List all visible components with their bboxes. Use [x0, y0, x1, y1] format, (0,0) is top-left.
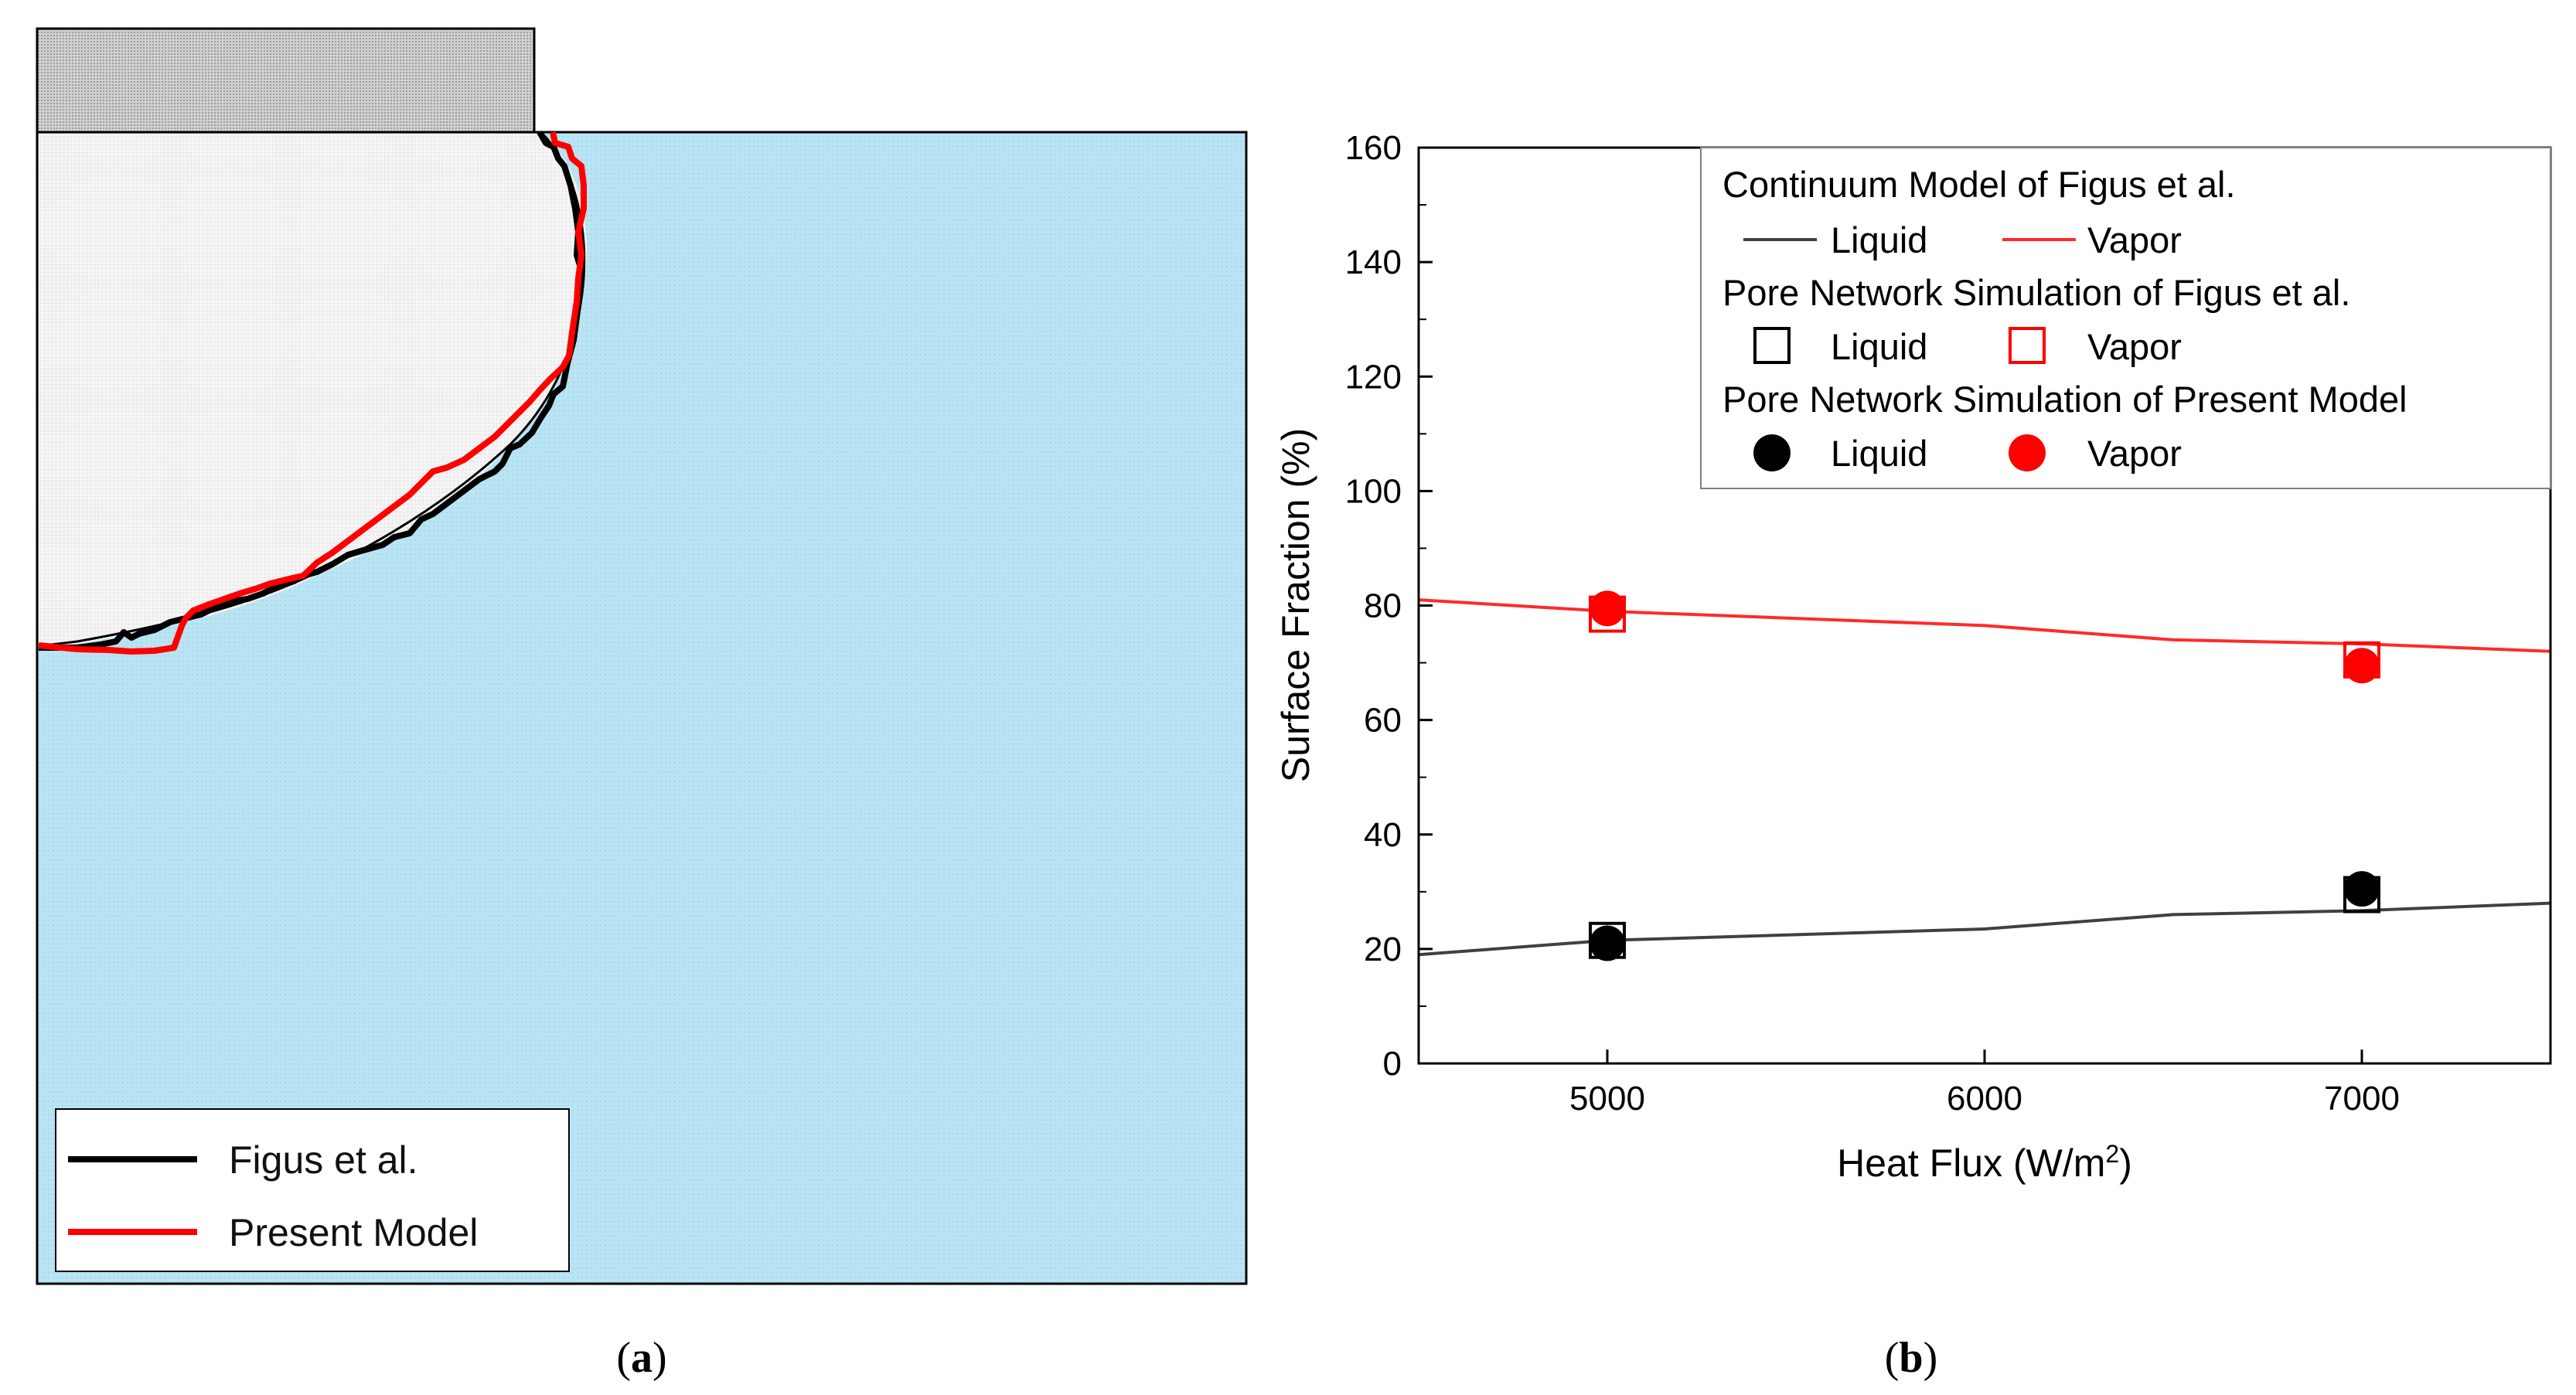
legend-pore-figus-vapor-marker — [2009, 327, 2046, 364]
y-tick-label-40: 40 — [1364, 816, 1402, 854]
legend-pore-figus-liquid-marker — [1753, 327, 1791, 364]
y-tick-label-100: 100 — [1345, 472, 1402, 510]
legend-present-vapor-marker — [2009, 434, 2046, 471]
panel-a: Figus et al. Present Model (a) — [36, 27, 1248, 1382]
legend-header-pore-present: Pore Network Simulation of Present Model — [1722, 379, 2407, 420]
y-tick-label-160: 160 — [1345, 129, 1402, 167]
legend-pore-figus-liquid-label: Liquid — [1831, 326, 1927, 367]
legend-continuum-vapor-label: Vapor — [2087, 219, 2182, 260]
y-tick-label-80: 80 — [1364, 587, 1402, 625]
marker-present-model-liquid-7000 — [2344, 871, 2380, 907]
legend-present-vapor-label: Vapor — [2087, 433, 2182, 474]
panel-b-caption: (b) — [1885, 1334, 1937, 1382]
marker-present-model-vapor-7000 — [2344, 648, 2380, 684]
legend-present-label: Present Model — [229, 1211, 478, 1254]
y-tick-label-0: 0 — [1383, 1045, 1402, 1083]
y-tick-label-140: 140 — [1345, 243, 1402, 281]
x-axis-title: Heat Flux (W/m2) — [1837, 1140, 2132, 1185]
chart-legend: Continuum Model of Figus et al. Liquid V… — [1700, 147, 2551, 489]
y-tick-marks — [1419, 146, 1433, 1065]
series-line-continuum-liquid — [1418, 901, 2551, 957]
panel-a-caption: (a) — [616, 1334, 666, 1382]
present-model-interface — [38, 131, 587, 655]
x-tick-label-5000: 5000 — [1569, 1080, 1645, 1118]
x-tick-label-6000: 6000 — [1947, 1080, 2022, 1118]
x-tick-marks — [1606, 1050, 2363, 1063]
y-tick-label-120: 120 — [1345, 358, 1402, 396]
series-lines — [1418, 598, 2551, 957]
legend-header-continuum: Continuum Model of Figus et al. — [1722, 164, 2236, 205]
x-tick-label-7000: 7000 — [2324, 1080, 2400, 1118]
panel-b-chart: 0 20 40 60 80 100 120 140 160 5000 6000 7000 Conti… — [1274, 129, 2552, 1382]
panel-a-legend: Figus et al. Present Model — [55, 1108, 570, 1272]
legend-present-liquid-label: Liquid — [1831, 433, 1927, 474]
series-markers — [1589, 590, 2380, 961]
y-axis-title: Surface Fraction (%) — [1274, 428, 1317, 782]
y-tick-label-60: 60 — [1364, 702, 1402, 740]
legend-header-pore-figus: Pore Network Simulation of Figus et al. — [1722, 272, 2350, 313]
marker-present-model-liquid-5000 — [1590, 925, 1625, 961]
x-tick-labels: 5000 6000 7000 — [1569, 1080, 2400, 1118]
series-line-continuum-vapor — [1418, 598, 2551, 653]
legend-continuum-liquid-label: Liquid — [1831, 219, 1927, 260]
heater-block — [36, 27, 536, 134]
legend-figus-label: Figus et al. — [229, 1138, 418, 1182]
vapor-region — [39, 134, 588, 648]
y-tick-label-20: 20 — [1364, 931, 1402, 968]
legend-pore-figus-vapor-label: Vapor — [2087, 326, 2182, 367]
marker-present-model-vapor-5000 — [1590, 590, 1625, 627]
legend-present-liquid-marker — [1753, 434, 1791, 471]
y-tick-labels: 0 20 40 60 80 100 120 140 160 — [1345, 129, 1402, 1083]
